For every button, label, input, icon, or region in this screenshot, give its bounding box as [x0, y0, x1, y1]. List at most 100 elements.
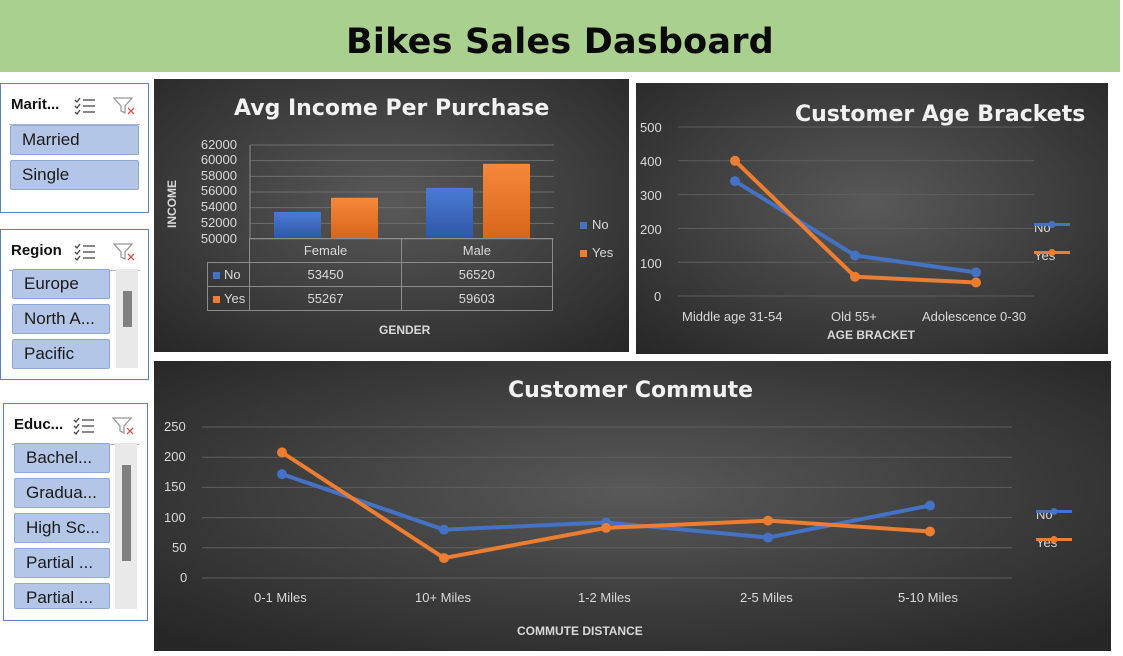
legend-swatch — [213, 272, 220, 279]
slicer-header: Educ... — [12, 412, 139, 445]
chart-background — [154, 361, 1111, 651]
y-tick: 56000 — [200, 183, 237, 198]
bar-no — [274, 211, 321, 239]
category-label: Female — [249, 238, 402, 263]
data-point-no — [439, 524, 449, 535]
table-cell: 55267 — [249, 286, 402, 311]
x-tick: 1-2 Miles — [578, 590, 631, 605]
data-point-yes — [601, 522, 611, 533]
data-point-no — [925, 500, 935, 511]
chart-title: Customer Age Brackets — [795, 102, 1086, 127]
bar-yes — [331, 197, 378, 239]
x-tick: 5-10 Miles — [898, 590, 958, 605]
category-label: Male — [400, 238, 554, 263]
slicer-header: Region — [9, 238, 140, 271]
table-cell: 59603 — [400, 286, 554, 311]
y-tick: 150 — [164, 479, 186, 494]
scrollbar-thumb[interactable] — [122, 465, 131, 561]
data-point-yes — [850, 271, 860, 282]
y-tick: 200 — [164, 449, 186, 464]
table-cell: 56520 — [400, 262, 554, 287]
age-chart — [636, 83, 1108, 354]
data-point-yes — [730, 155, 740, 166]
multi-select-icon[interactable] — [72, 416, 96, 436]
legend-label: Yes — [592, 245, 614, 260]
commute-chart — [154, 361, 1111, 651]
legend-line-icon — [1036, 508, 1072, 515]
slicer-item-graduate[interactable]: Gradua... — [14, 478, 110, 508]
scrollbar-thumb[interactable] — [123, 291, 132, 327]
data-point-no — [850, 250, 860, 261]
y-tick: 400 — [640, 154, 662, 169]
chart-title: Customer Commute — [508, 378, 754, 403]
education-slicer: Educ... Bachel... Gradua... High Sc... P… — [3, 403, 148, 621]
legend-item-no: No — [1034, 220, 1070, 235]
dashboard-title: Bikes Sales Dasboard — [346, 22, 774, 62]
clear-filter-icon[interactable] — [112, 416, 136, 436]
age-chart-panel: Customer Age Brackets 500 400 300 200 10… — [636, 83, 1108, 354]
slicer-title: Marit... — [11, 96, 60, 113]
y-tick: 250 — [164, 419, 186, 434]
slicer-item-single[interactable]: Single — [10, 160, 139, 190]
income-chart-panel: Avg Income Per Purchase INCOME 62000 600… — [154, 79, 629, 352]
scrollbar[interactable] — [116, 269, 138, 368]
slicer-item-partial-high-school[interactable]: Partial ... — [14, 583, 110, 609]
data-point-yes — [925, 526, 935, 537]
series-key-no: No — [206, 262, 251, 287]
y-axis-title: INCOME — [165, 180, 179, 228]
slicer-item-europe[interactable]: Europe — [12, 269, 110, 299]
multi-select-icon[interactable] — [73, 96, 97, 116]
y-tick: 200 — [640, 222, 662, 237]
y-tick: 0 — [180, 570, 188, 585]
y-tick: 50 — [172, 540, 187, 555]
legend-swatch — [580, 250, 587, 257]
clear-filter-icon[interactable] — [113, 242, 137, 262]
x-tick: 10+ Miles — [415, 590, 471, 605]
x-axis-title: AGE BRACKET — [827, 328, 916, 342]
y-tick: 100 — [164, 510, 186, 525]
clear-filter-icon[interactable] — [113, 96, 137, 116]
y-tick: 52000 — [200, 215, 237, 230]
data-point-no — [277, 469, 287, 480]
title-banner: Bikes Sales Dasboard — [0, 0, 1120, 72]
slicer-item-partial-college[interactable]: Partial ... — [14, 548, 110, 578]
slicer-header: Marit... — [9, 92, 140, 125]
y-tick: 0 — [654, 289, 662, 304]
legend-label: No — [592, 217, 609, 232]
scrollbar[interactable] — [115, 443, 137, 609]
data-table: Female Male No 53450 56520 Yes 55267 596… — [206, 238, 554, 311]
x-tick: Middle age 31-54 — [682, 309, 783, 324]
slicer-item-bachelors[interactable]: Bachel... — [14, 443, 110, 473]
x-tick: Adolescence 0-30 — [922, 309, 1027, 324]
x-axis-title: COMMUTE DISTANCE — [517, 624, 643, 638]
series-name: Yes — [224, 291, 246, 306]
data-point-yes — [277, 447, 287, 458]
bar-yes — [483, 163, 530, 239]
region-slicer: Region Europe North A... Pacific — [0, 229, 149, 380]
legend-item-no: No — [1036, 507, 1072, 522]
data-point-no — [971, 267, 981, 278]
y-tick: 62000 — [200, 137, 237, 152]
slicer-item-married[interactable]: Married — [10, 125, 139, 155]
slicer-item-north-america[interactable]: North A... — [12, 304, 110, 334]
slicer-title: Educ... — [14, 416, 64, 433]
bar-no — [426, 187, 473, 239]
legend-line-icon — [1034, 249, 1070, 256]
series-name: No — [224, 267, 241, 282]
legend-line-icon — [1034, 221, 1070, 228]
x-tick: 0-1 Miles — [254, 590, 307, 605]
legend-item-yes: Yes — [1034, 248, 1070, 263]
y-tick: 500 — [640, 120, 662, 135]
y-tick: 300 — [640, 188, 662, 203]
x-tick: Old 55+ — [831, 309, 877, 324]
legend-item-yes: Yes — [580, 245, 613, 260]
y-tick: 60000 — [200, 152, 237, 167]
legend-line-icon — [1036, 536, 1072, 543]
slicer-item-high-school[interactable]: High Sc... — [14, 513, 110, 543]
legend-swatch — [213, 296, 220, 303]
slicer-item-pacific[interactable]: Pacific — [12, 339, 110, 369]
slicer-title: Region — [11, 242, 62, 259]
data-point-no — [730, 176, 740, 187]
data-point-yes — [971, 277, 981, 288]
multi-select-icon[interactable] — [73, 242, 97, 262]
